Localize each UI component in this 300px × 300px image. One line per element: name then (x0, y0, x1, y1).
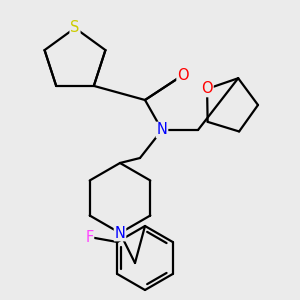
Text: F: F (85, 230, 93, 244)
Text: N: N (115, 226, 125, 241)
Text: O: O (201, 81, 213, 96)
Text: N: N (157, 122, 167, 137)
Text: S: S (70, 20, 80, 35)
Text: O: O (177, 68, 189, 82)
